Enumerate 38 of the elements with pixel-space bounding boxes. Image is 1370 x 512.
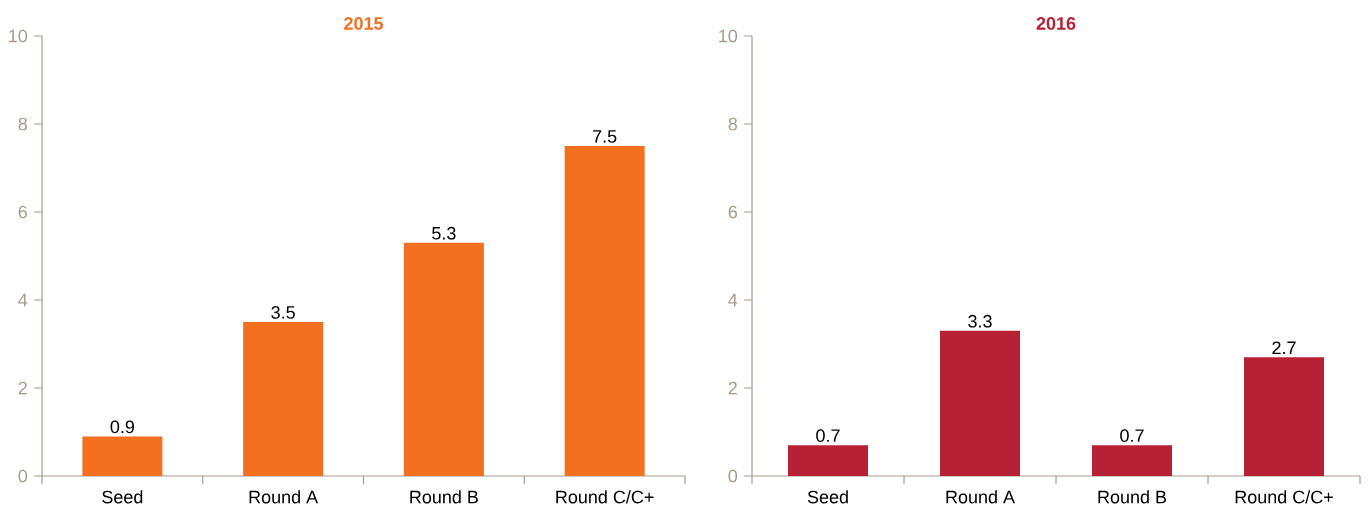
data-label: 7.5	[593, 130, 617, 143]
data-label: 3.5	[271, 306, 295, 319]
x-tick-label: Seed	[807, 490, 848, 504]
y-tick-label: 8	[18, 117, 28, 131]
bar	[82, 436, 163, 476]
y-tick-label: 8	[728, 117, 738, 131]
data-label: 2.7	[1272, 341, 1296, 354]
data-label: 3.3	[968, 314, 992, 328]
y-tick-label: 6	[728, 205, 738, 219]
x-tick-label: Round C/C+	[556, 490, 654, 504]
bar	[403, 242, 484, 476]
y-tick-label: 2	[18, 381, 27, 395]
x-tick-label: Seed	[102, 490, 143, 504]
bar	[940, 330, 1021, 476]
y-tick-label: 4	[728, 293, 738, 307]
y-tick-label: 10	[9, 29, 28, 43]
y-tick-label: 4	[18, 293, 28, 307]
bar	[243, 322, 324, 476]
y-tick-label: 2	[728, 381, 737, 395]
data-label: 5.3	[432, 226, 456, 240]
bar	[1092, 445, 1173, 476]
x-tick-label: Round C/C+	[1235, 490, 1333, 504]
bar	[564, 146, 645, 476]
chart-title: 2015	[344, 17, 384, 30]
y-tick-label: 6	[18, 205, 28, 219]
y-tick-label: 10	[719, 29, 738, 43]
y-tick-label: 0	[18, 469, 28, 483]
data-label: 0.7	[1120, 429, 1144, 442]
data-label: 0.7	[816, 429, 840, 442]
x-tick-label: Round B	[1098, 490, 1167, 504]
x-tick-label: Round A	[249, 490, 319, 504]
bar	[788, 445, 869, 476]
chart-title: 2016	[1036, 17, 1076, 30]
y-tick-label: 0	[728, 469, 738, 483]
data-label: 0.9	[110, 420, 135, 434]
bar	[1244, 357, 1325, 476]
x-tick-label: Round A	[946, 490, 1015, 504]
x-tick-label: Round B	[410, 490, 478, 504]
